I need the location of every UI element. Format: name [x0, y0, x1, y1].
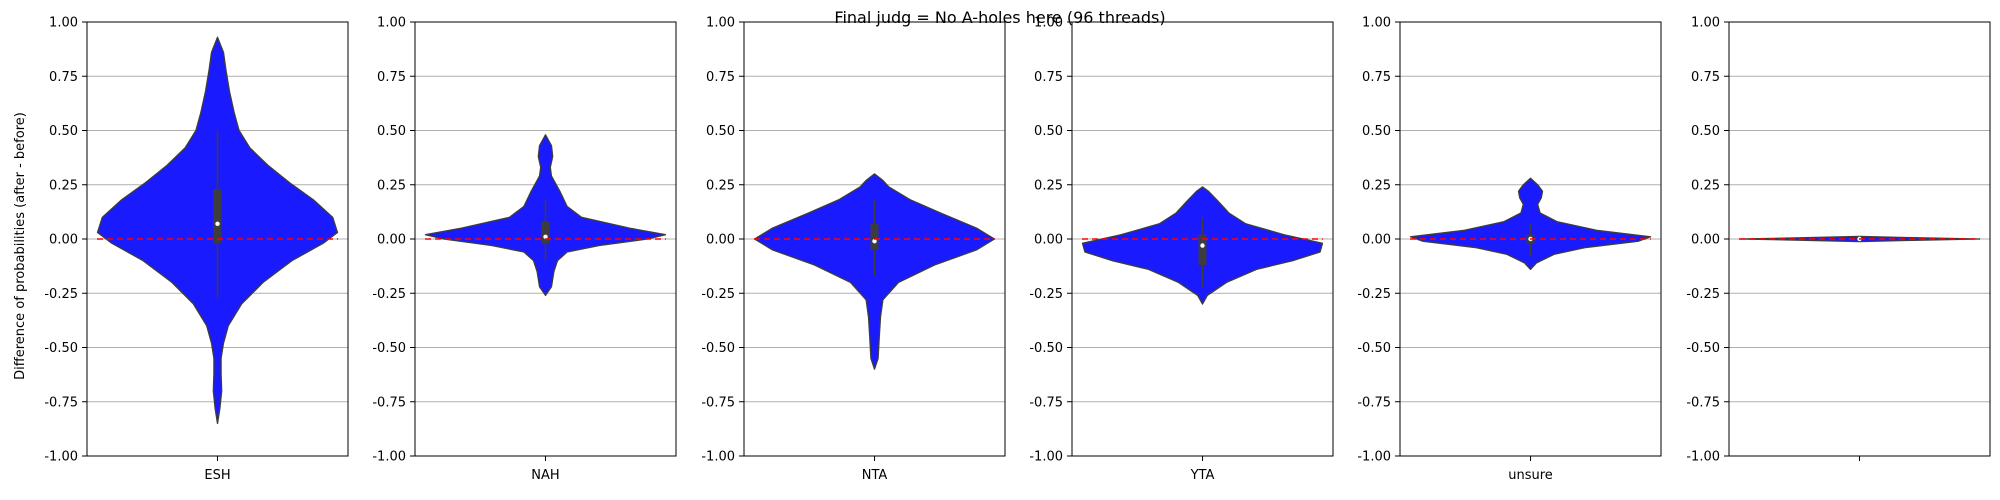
- y-tick-label: 0.00: [377, 233, 406, 248]
- y-tick-label: -0.25: [701, 287, 735, 302]
- panels-group: 1.00 0.75 0.50 0.25 0.00 -0.25 -0.50 -0.75 -1.00…: [44, 16, 1991, 483]
- y-tick-label: -0.25: [1357, 287, 1391, 302]
- y-axis-label: Difference of probabilities (after - bef…: [13, 112, 28, 380]
- y-tick-label: -0.75: [701, 395, 735, 410]
- x-tick-label: unsure: [1508, 468, 1553, 483]
- y-tick-label: 0.50: [1034, 124, 1063, 139]
- y-tick-label: 0.25: [1691, 178, 1720, 193]
- violin-median: [543, 234, 548, 240]
- violin-iqr-box: [870, 223, 879, 250]
- y-tick-label: 0.25: [1362, 178, 1391, 193]
- panel-unsure: 1.00 0.75 0.50 0.25 0.00 -0.25 -0.50 -0.75 -1.00…: [1357, 16, 1662, 483]
- y-tick-label: 0.50: [49, 124, 78, 139]
- violin-iqr-box: [213, 189, 222, 244]
- y-tick-label: -0.75: [44, 395, 78, 410]
- violin-median: [1200, 243, 1205, 248]
- y-tick-label: 0.75: [706, 70, 735, 85]
- y-tick-label: 0.00: [706, 233, 735, 248]
- y-tick-label: -0.50: [1357, 341, 1391, 356]
- panel-NAH: 1.00 0.75 0.50 0.25 0.00 -0.25 -0.50 -0.75 -1.00…: [372, 16, 677, 483]
- panel-NTA: 1.00 0.75 0.50 0.25 0.00 -0.25 -0.50 -0.75 -1.00…: [701, 16, 1006, 483]
- panel-unlabeled: 1.00 0.75 0.50 0.25 0.00 -0.25 -0.50 -0.75 -1.00: [1686, 16, 1991, 465]
- y-tick-label: 0.75: [1362, 70, 1391, 85]
- x-tick-label: NTA: [862, 468, 888, 483]
- violin-iqr-box: [541, 221, 550, 244]
- y-tick-label: 0.50: [1362, 124, 1391, 139]
- y-tick-label: 0.75: [1034, 70, 1063, 85]
- y-tick-label: -0.25: [1686, 287, 1720, 302]
- y-tick-label: 1.00: [377, 16, 406, 31]
- y-tick-label: 0.50: [377, 124, 406, 139]
- y-tick-label: -1.00: [1357, 450, 1391, 465]
- y-tick-label: 0.25: [1034, 178, 1063, 193]
- y-tick-label: -0.25: [44, 287, 78, 302]
- y-tick-label: 0.50: [706, 124, 735, 139]
- y-tick-label: -0.75: [1029, 395, 1063, 410]
- y-tick-label: 1.00: [1034, 16, 1063, 31]
- y-tick-label: 0.00: [1362, 233, 1391, 248]
- y-tick-label: -1.00: [1686, 450, 1720, 465]
- y-tick-label: -0.50: [1686, 341, 1720, 356]
- y-tick-label: 1.00: [49, 16, 78, 31]
- x-tick-label: ESH: [204, 468, 230, 483]
- y-tick-label: 0.00: [1034, 233, 1063, 248]
- y-tick-label: 0.25: [49, 178, 78, 193]
- violin-median: [215, 221, 220, 227]
- y-tick-label: -0.75: [372, 395, 406, 410]
- y-tick-label: -1.00: [44, 450, 78, 465]
- panel-YTA: 1.00 0.75 0.50 0.25 0.00 -0.25 -0.50 -0.75 -1.00…: [1029, 16, 1334, 483]
- y-tick-label: -0.25: [372, 287, 406, 302]
- y-tick-label: -0.75: [1686, 395, 1720, 410]
- panel-ESH: 1.00 0.75 0.50 0.25 0.00 -0.25 -0.50 -0.75 -1.00…: [44, 16, 349, 483]
- x-tick-label: NAH: [531, 468, 559, 483]
- y-tick-label: 0.00: [1691, 233, 1720, 248]
- y-tick-label: 1.00: [1691, 16, 1720, 31]
- violin-iqr-box: [1198, 234, 1207, 266]
- y-tick-label: 0.25: [377, 178, 406, 193]
- y-tick-label: -1.00: [701, 450, 735, 465]
- y-tick-label: 0.75: [49, 70, 78, 85]
- y-tick-label: -0.25: [1029, 287, 1063, 302]
- y-tick-label: 0.75: [1691, 70, 1720, 85]
- figure-suptitle: Final judg = No A-holes here (96 threads…: [834, 8, 1165, 27]
- y-tick-label: 0.00: [49, 233, 78, 248]
- y-tick-label: -0.50: [1029, 341, 1063, 356]
- y-tick-label: -0.50: [701, 341, 735, 356]
- x-tick-label: YTA: [1190, 468, 1215, 483]
- y-tick-label: -0.50: [372, 341, 406, 356]
- y-tick-label: 1.00: [706, 16, 735, 31]
- y-tick-label: 0.50: [1691, 124, 1720, 139]
- y-tick-label: -1.00: [372, 450, 406, 465]
- y-tick-label: -0.50: [44, 341, 78, 356]
- violin-median: [872, 238, 877, 244]
- y-tick-label: 0.75: [377, 70, 406, 85]
- y-tick-label: -1.00: [1029, 450, 1063, 465]
- y-tick-label: -0.75: [1357, 395, 1391, 410]
- y-tick-label: 1.00: [1362, 16, 1391, 31]
- y-tick-label: 0.25: [706, 178, 735, 193]
